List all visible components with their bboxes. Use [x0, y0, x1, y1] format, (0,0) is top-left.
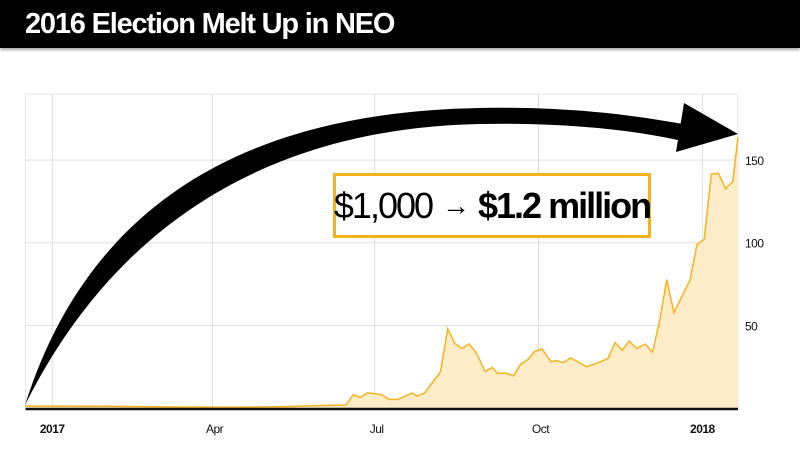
price-area [25, 137, 738, 408]
growth-arrow-icon [25, 103, 738, 405]
y-tick-label: 150 [745, 154, 764, 168]
price-line [25, 136, 739, 408]
callout-box: $1,000 → $1.2 million [333, 173, 652, 238]
x-tick-label: 2018 [690, 422, 716, 436]
arrow-shaft [25, 107, 694, 405]
arrow-head [676, 103, 738, 152]
y-tick-label: 50 [745, 319, 758, 333]
page-title: 2016 Election Melt Up in NEO [25, 8, 395, 40]
callout-from: $1,000 [333, 184, 434, 226]
axis-ticks: 50 100 150 2017 Apr Jul Oct 2018 [40, 154, 765, 436]
x-tick-label: Apr [206, 422, 224, 436]
x-tick-label: 2017 [40, 422, 66, 436]
callout-to: $1.2 million [478, 184, 652, 226]
y-tick-label: 100 [745, 237, 764, 251]
x-tick-label: Jul [370, 422, 384, 436]
title-bar: 2016 Election Melt Up in NEO [0, 0, 800, 48]
x-tick-label: Oct [532, 422, 550, 436]
right-arrow-icon: → [442, 189, 470, 221]
